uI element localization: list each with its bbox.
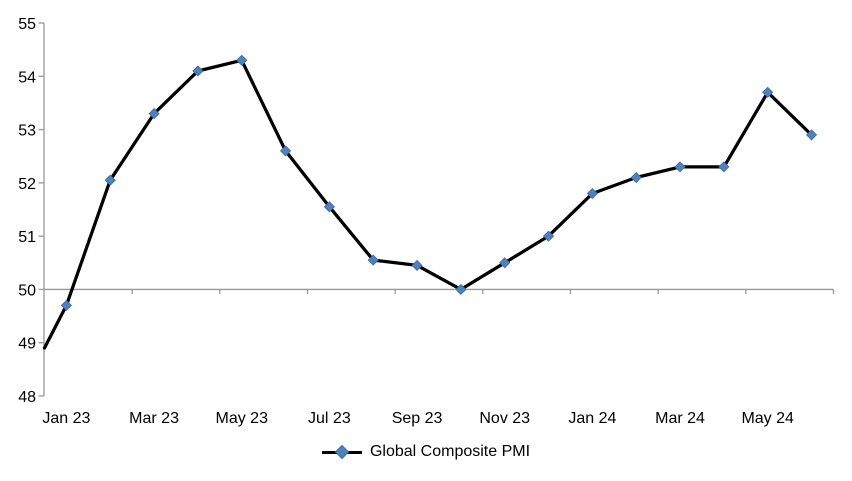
data-point-marker — [323, 201, 335, 213]
chart-legend: Global Composite PMI — [0, 441, 852, 463]
y-axis-label: 52 — [18, 176, 36, 193]
x-axis-label: May 23 — [216, 410, 269, 427]
x-axis-label: May 24 — [741, 410, 794, 427]
legend-label: Global Composite PMI — [369, 443, 531, 460]
y-axis-label: 50 — [18, 282, 36, 299]
data-point-marker — [499, 257, 511, 269]
y-axis-label: 48 — [18, 389, 36, 406]
data-point-marker — [279, 145, 292, 157]
y-axis-label: 53 — [18, 123, 36, 140]
data-point-marker — [104, 174, 116, 186]
legend-diamond-icon — [334, 444, 350, 460]
data-point-marker — [411, 259, 423, 272]
data-point-marker — [367, 254, 379, 266]
data-point-marker — [148, 108, 160, 120]
pmi-line-series — [42, 58, 814, 350]
x-axis-label: Nov 23 — [479, 410, 530, 427]
y-axis-label: 49 — [18, 336, 36, 353]
data-point-marker — [455, 283, 467, 295]
legend-line-sample — [321, 444, 362, 460]
data-point-marker — [60, 299, 72, 311]
x-axis-label: Mar 24 — [655, 410, 705, 427]
data-point-marker — [762, 86, 774, 98]
y-axis-label: 51 — [18, 229, 36, 246]
data-point-marker — [542, 230, 555, 242]
data-point-marker — [586, 187, 598, 200]
x-axis-label: Mar 23 — [129, 410, 179, 427]
x-axis-label: Sep 23 — [392, 410, 443, 427]
data-point-marker — [718, 161, 730, 173]
data-point-marker — [805, 129, 818, 141]
data-point-marker — [192, 65, 204, 77]
data-point-marker — [236, 54, 248, 66]
data-point-marker — [630, 171, 642, 184]
y-axis-label: 55 — [18, 16, 36, 33]
x-axis-label: Jan 24 — [568, 410, 616, 427]
x-axis-label: Jul 23 — [308, 410, 351, 427]
x-axis-label: Jan 23 — [42, 410, 90, 427]
data-point-marker — [674, 161, 686, 173]
y-axis-label: 54 — [18, 69, 36, 86]
